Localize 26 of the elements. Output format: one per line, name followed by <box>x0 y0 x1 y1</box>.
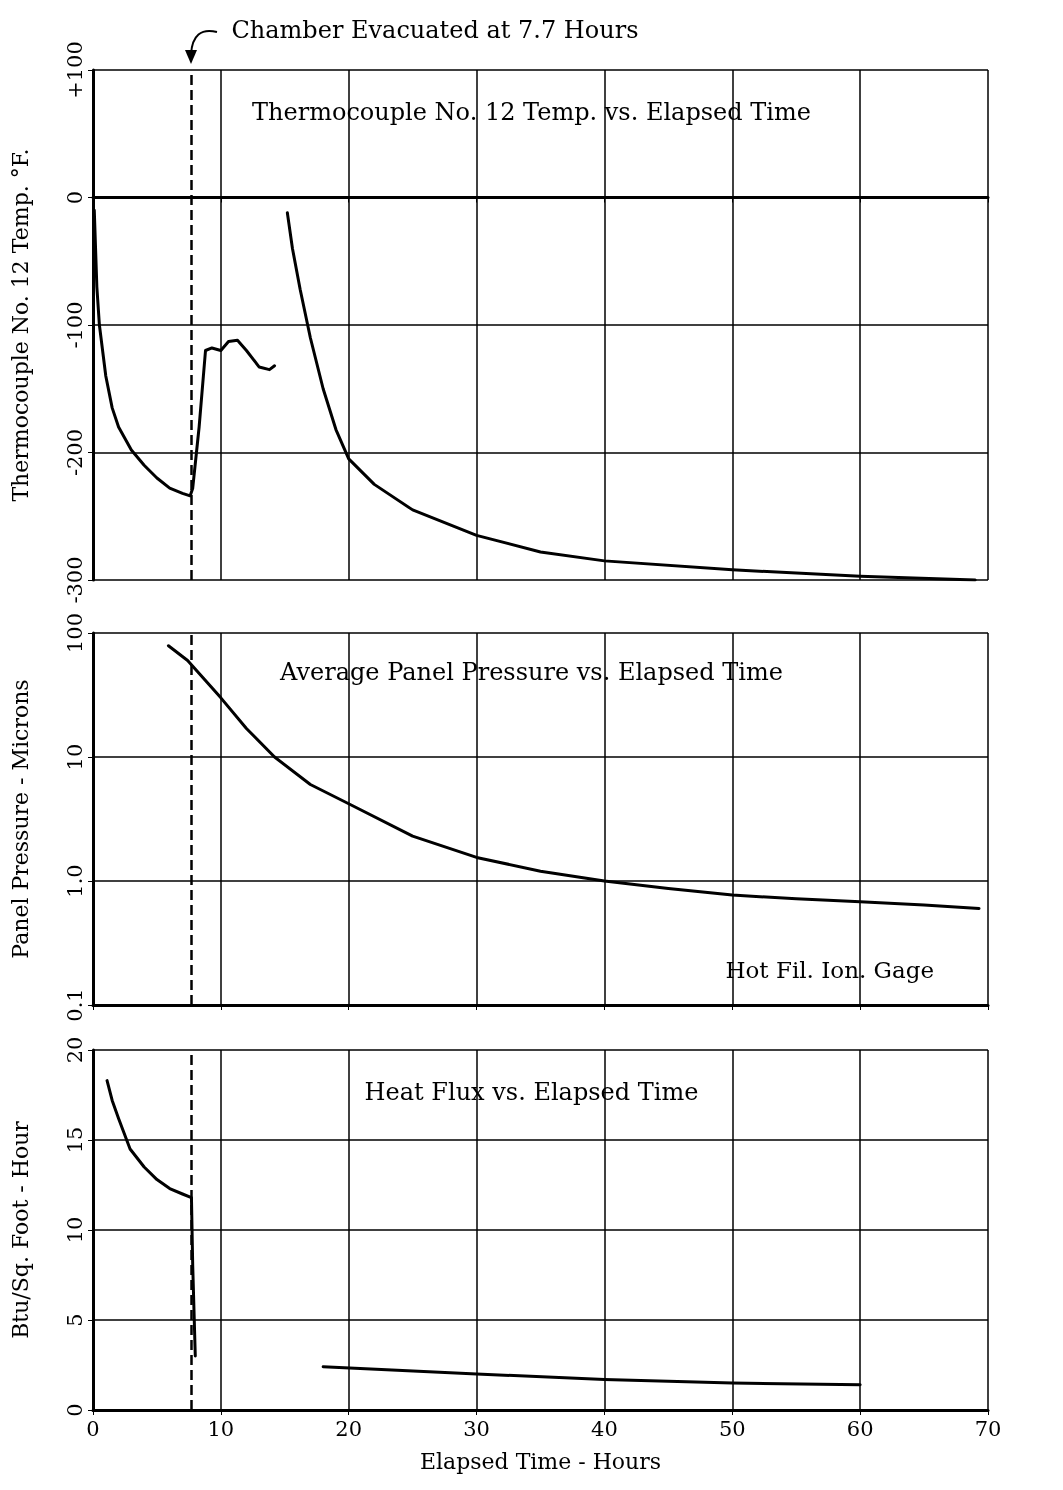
x-tick-label: 70 <box>974 1416 1002 1441</box>
x-tick-label: 20 <box>335 1416 363 1441</box>
x-tick-label: 30 <box>463 1416 490 1441</box>
x-tick-label: 40 <box>591 1416 618 1441</box>
y-tick-label: 20 <box>62 1036 87 1064</box>
y-tick-label: 0.1 <box>62 988 87 1022</box>
y-tick-label: 10 <box>62 1216 87 1244</box>
y-tick-label: 100 <box>62 612 87 654</box>
y-tick-label: 1.0 <box>62 864 87 898</box>
x-tick-label: 10 <box>207 1416 235 1441</box>
x-axis-title: Elapsed Time - Hours <box>419 1448 662 1474</box>
y-tick-label: 10 <box>62 743 87 771</box>
y-tick-label: 0 <box>62 190 87 205</box>
y-axis-title: Panel Pressure - Microns <box>7 679 33 959</box>
y-tick-label: -300 <box>62 556 87 604</box>
x-tick-label: 60 <box>846 1416 874 1441</box>
y-tick-label: -200 <box>62 428 87 477</box>
x-tick-label: 50 <box>718 1416 746 1441</box>
y-tick-label: 0 <box>62 1403 87 1417</box>
legend-label: Chamber Evacuated at 7.7 Hours <box>231 16 639 44</box>
y-tick-label: -100 <box>62 301 87 349</box>
y-tick-label: 5 <box>62 1313 87 1327</box>
y-axis-title: Btu/Sq. Foot - Hour <box>7 1120 33 1339</box>
y-axis-title: Thermocouple No. 12 Temp. °F. <box>7 148 33 502</box>
y-tick-label: +100 <box>62 41 87 99</box>
y-tick-label: 15 <box>62 1126 87 1154</box>
